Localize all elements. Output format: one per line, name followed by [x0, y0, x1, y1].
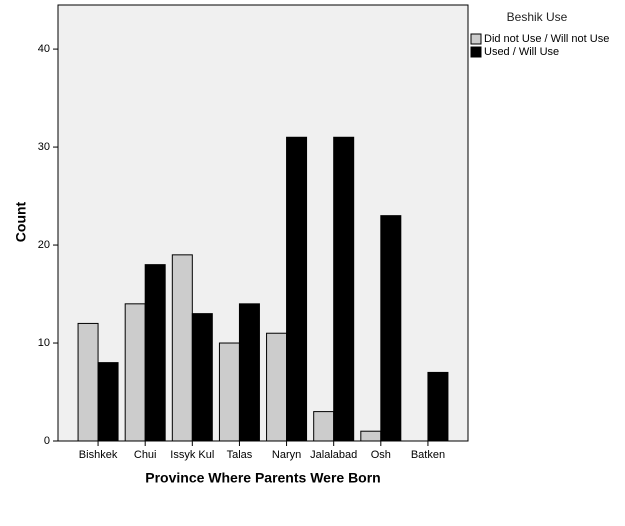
- legend-swatch: [470, 46, 482, 58]
- x-tick-label: Jalalabad: [310, 449, 357, 461]
- x-axis-title: Province Where Parents Were Born: [145, 470, 380, 486]
- bar: [124, 303, 146, 442]
- legend-title: Beshik Use: [507, 10, 568, 24]
- bar: [171, 254, 193, 442]
- x-tick-label: Batken: [411, 449, 445, 461]
- legend-label: Used / Will Use: [484, 46, 559, 58]
- x-tick-label: Issyk Kul: [170, 449, 214, 461]
- x-tick-label: Bishkek: [79, 449, 118, 461]
- bar: [313, 411, 335, 442]
- bar: [77, 322, 99, 442]
- y-tick-label: 0: [44, 435, 50, 447]
- x-tick-label: Naryn: [272, 449, 301, 461]
- bar: [97, 362, 119, 442]
- bar: [286, 136, 308, 442]
- x-tick-label: Chui: [134, 449, 157, 461]
- bar: [238, 303, 260, 442]
- bar: [427, 371, 449, 442]
- bar: [191, 313, 213, 442]
- bar: [144, 264, 166, 442]
- bar: [218, 342, 240, 442]
- bar: [380, 215, 402, 442]
- legend-swatch: [470, 33, 482, 45]
- legend-label: Did not Use / Will not Use: [484, 33, 609, 45]
- y-tick-label: 20: [38, 239, 50, 251]
- bar: [333, 136, 355, 442]
- plot-area: [57, 4, 469, 442]
- y-axis-title: Count: [13, 201, 29, 242]
- x-tick-label: Talas: [227, 449, 253, 461]
- y-tick-label: 40: [38, 43, 50, 55]
- y-tick-label: 10: [38, 337, 50, 349]
- bar: [360, 430, 382, 442]
- x-tick-label: Osh: [371, 449, 391, 461]
- y-tick-label: 30: [38, 141, 50, 153]
- bar: [266, 332, 288, 442]
